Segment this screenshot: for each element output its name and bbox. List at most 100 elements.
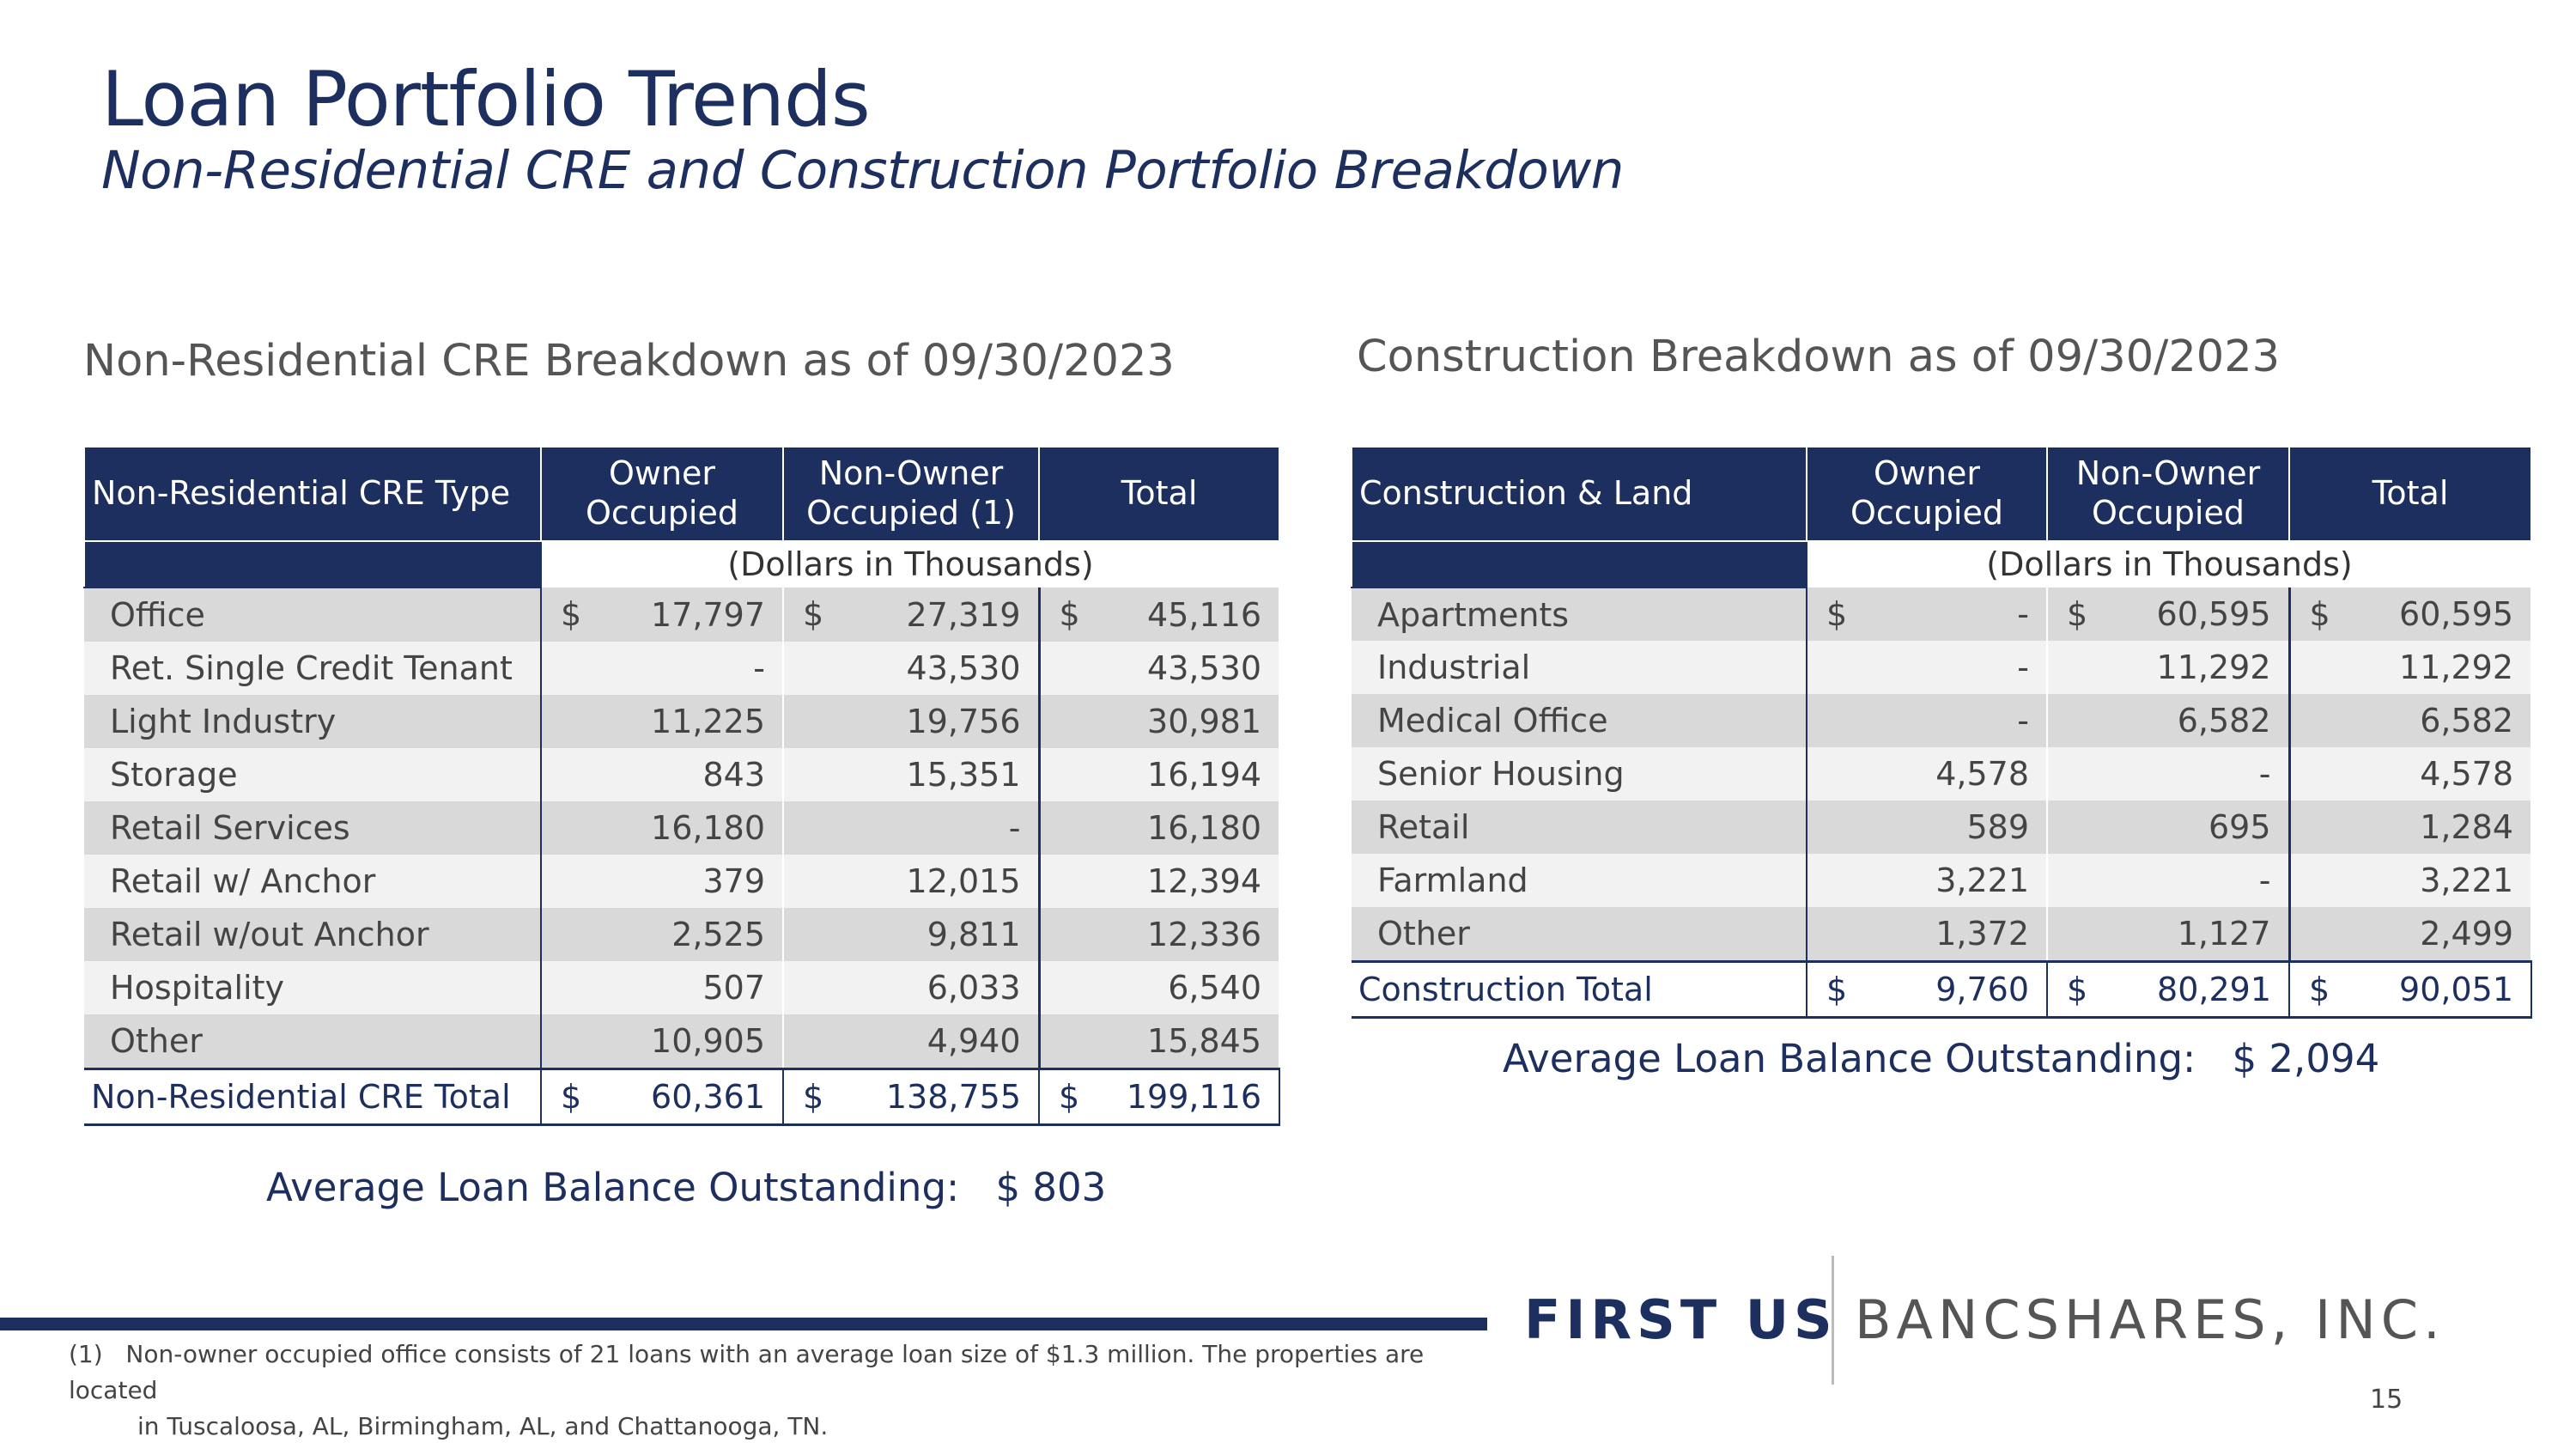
construction-row: Industrial -11,292 11,292	[1352, 641, 2532, 694]
construction-row: Apartments $ - $60,595 $60,595	[1352, 588, 2532, 641]
dollar-sign: $	[2309, 971, 2330, 1008]
cre-row: Ret. Single Credit Tenant -43,530 43,530	[84, 642, 1280, 695]
dollar-sign: $	[1826, 595, 1848, 633]
construction-cell-owner: -	[1807, 694, 2048, 747]
cre-cell-nonowner: 4,940	[783, 1014, 1041, 1069]
cre-row-label: Non-Residential CRE Total	[84, 1068, 542, 1126]
cre-section-title: Non-Residential CRE Breakdown as of 09/3…	[83, 336, 1175, 387]
construction-row: Other 1,372 1,127 2,499	[1352, 907, 2532, 962]
footnote-line-1: Non-owner occupied office consists of 21…	[69, 1340, 1425, 1404]
construction-cell-total: 4,578	[2289, 747, 2532, 801]
cre-cell-total: 16,194	[1039, 748, 1280, 801]
dollar-sign: $	[803, 1078, 824, 1116]
dollar-sign: $	[2067, 595, 2088, 633]
construction-cell-nonowner: 6,582	[2047, 694, 2291, 747]
cre-cell-nonowner: 15,351	[783, 748, 1041, 801]
construction-cell-owner: -	[1807, 641, 2048, 694]
construction-cell-owner: 1,372	[1807, 907, 2048, 962]
footnote-line-2: in Tuscaloosa, AL, Birmingham, AL, and C…	[137, 1412, 829, 1440]
company-logo-bancshares: BANCSHARES, INC.	[1855, 1288, 2445, 1351]
cre-header-owner: Owner Occupied	[540, 446, 784, 542]
cre-row: Other 10,905 4,940 15,845	[84, 1014, 1280, 1069]
cre-table: Non-Residential CRE Type Owner Occupied …	[83, 446, 1280, 1126]
cre-cell-owner: 843	[541, 748, 784, 801]
cre-row: Office $17,797 $27,319 $45,116	[84, 588, 1280, 642]
cre-average-value: $ 803	[995, 1165, 1107, 1210]
cre-cell-owner: 16,180	[541, 801, 784, 855]
construction-cell-total: 11,292	[2289, 641, 2532, 694]
construction-section-title: Construction Breakdown as of 09/30/2023	[1357, 332, 2281, 382]
cre-cell-owner: 507	[541, 961, 784, 1014]
cre-cell-nonowner: -	[783, 801, 1041, 855]
cre-row: Hospitality 507 6,033 6,540	[84, 961, 1280, 1014]
cre-units-label: (Dollars in Thousands)	[540, 541, 1279, 588]
construction-header-total: Total	[2288, 446, 2532, 542]
construction-row: Senior Housing 4,578-4,578	[1352, 747, 2532, 801]
construction-cell-nonowner: 695	[2047, 801, 2291, 854]
cre-cell-owner: 2,525	[541, 908, 784, 961]
dollar-sign: $	[561, 1078, 582, 1116]
construction-total-row: Construction Total $9,760 $80,291 $90,051	[1352, 960, 2532, 1019]
construction-row: Retail 589 695 1,284	[1352, 801, 2532, 854]
cre-row: Light Industry 11,225 19,756 30,981	[84, 695, 1280, 748]
dollar-sign: $	[1826, 971, 1848, 1008]
cre-cell-nonowner: 12,015	[783, 855, 1041, 908]
construction-header-nonowner: Non-Owner Occupied	[2046, 446, 2290, 542]
construction-cell-nonowner: $60,595	[2047, 588, 2291, 641]
cre-cell-nonowner: $138,755	[783, 1068, 1040, 1126]
cre-row-label: Retail w/out Anchor	[84, 908, 542, 961]
cre-row-label: Ret. Single Credit Tenant	[84, 642, 542, 695]
construction-cell-total: 6,582	[2289, 694, 2532, 747]
construction-cell-owner: 4,578	[1807, 747, 2048, 801]
construction-average-balance: Average Loan Balance Outstanding: $ 2,09…	[1503, 1039, 2379, 1078]
logo-divider	[1832, 1256, 1834, 1385]
cre-row-label: Storage	[84, 748, 542, 801]
cre-row-label: Retail Services	[84, 801, 542, 855]
cre-row-label: Light Industry	[84, 695, 542, 748]
cre-row: Retail w/out Anchor 2,525 9,811 12,336	[84, 908, 1280, 961]
construction-row: Medical Office -6,582 6,582	[1352, 694, 2532, 747]
cre-cell-owner: -	[541, 642, 784, 695]
cre-total-row: Non-Residential CRE Total $60,361 $138,755…	[84, 1068, 1280, 1126]
cre-row: Retail Services 16,180-16,180	[84, 801, 1280, 855]
cre-row-label: Hospitality	[84, 961, 542, 1014]
dollar-sign: $	[561, 595, 582, 633]
cre-cell-total: 12,336	[1039, 908, 1280, 961]
construction-row-label: Other	[1352, 907, 1807, 962]
construction-average-value: $ 2,094	[2232, 1036, 2380, 1081]
construction-cell-nonowner: 1,127	[2047, 907, 2291, 962]
cre-cell-nonowner: 43,530	[783, 642, 1041, 695]
construction-cell-nonowner: -	[2047, 854, 2291, 907]
construction-table: Construction & Land Owner Occupied Non-O…	[1351, 446, 2532, 1019]
cre-row: Retail w/ Anchor 379 12,015 12,394	[84, 855, 1280, 908]
construction-cell-owner: 589	[1807, 801, 2048, 854]
dollar-sign: $	[1059, 595, 1080, 633]
cre-cell-total: 15,845	[1039, 1014, 1280, 1069]
cre-cell-total: $45,116	[1039, 588, 1280, 642]
construction-row-label: Medical Office	[1352, 694, 1807, 747]
construction-row-label: Retail	[1352, 801, 1807, 854]
cre-cell-owner: 11,225	[541, 695, 784, 748]
cre-cell-nonowner: $27,319	[783, 588, 1041, 642]
dollar-sign: $	[1059, 1078, 1080, 1116]
cre-row-label: Office	[84, 588, 542, 642]
construction-cell-owner: $ -	[1807, 588, 2048, 641]
construction-cell-total: 2,499	[2289, 907, 2532, 962]
cre-row-label: Other	[84, 1014, 542, 1069]
cre-cell-total: 43,530	[1039, 642, 1280, 695]
cre-average-label: Average Loan Balance Outstanding:	[266, 1165, 960, 1210]
construction-cell-total: $90,051	[2289, 960, 2532, 1019]
cre-cell-nonowner: 9,811	[783, 908, 1041, 961]
cre-cell-owner: $60,361	[541, 1068, 784, 1126]
construction-cell-nonowner: 11,292	[2047, 641, 2291, 694]
cre-cell-total: 12,394	[1039, 855, 1280, 908]
cre-row: Storage 843 15,351 16,194	[84, 748, 1280, 801]
cre-cell-owner: 10,905	[541, 1014, 784, 1069]
construction-header-owner: Owner Occupied	[1806, 446, 2048, 542]
cre-cell-total: 30,981	[1039, 695, 1280, 748]
footer-divider-bar	[0, 1318, 1487, 1330]
cre-cell-owner: 379	[541, 855, 784, 908]
cre-cell-total: 6,540	[1039, 961, 1280, 1014]
footnote-marker: (1)	[69, 1340, 103, 1368]
cre-header-nonowner: Non-Owner Occupied (1)	[782, 446, 1040, 542]
